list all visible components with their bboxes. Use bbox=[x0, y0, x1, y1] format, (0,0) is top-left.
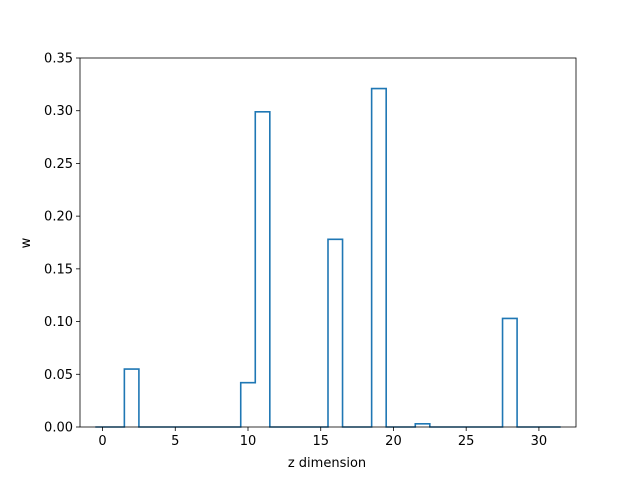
y-tick-label: 0.05 bbox=[44, 368, 73, 383]
y-tick-label: 0.15 bbox=[44, 262, 73, 277]
y-tick-label: 0.00 bbox=[44, 421, 73, 436]
y-tick-label: 0.30 bbox=[44, 104, 73, 119]
y-tick-label: 0.35 bbox=[44, 52, 73, 67]
x-tick-label: 20 bbox=[385, 434, 402, 449]
y-axis-ticks: 0.00 0.05 0.10 0.15 0.20 0.25 0.30 0.35 bbox=[44, 52, 80, 436]
y-tick-label: 0.10 bbox=[44, 315, 73, 330]
x-tick-label: 25 bbox=[458, 434, 475, 449]
x-axis-ticks: 0 5 10 15 20 25 30 bbox=[98, 427, 547, 449]
x-tick-label: 0 bbox=[98, 434, 106, 449]
x-tick-label: 15 bbox=[312, 434, 329, 449]
x-tick-label: 5 bbox=[171, 434, 179, 449]
x-tick-label: 30 bbox=[531, 434, 548, 449]
axes-frame bbox=[79, 57, 577, 428]
x-axis-label: z dimension bbox=[288, 456, 366, 471]
x-tick-label: 10 bbox=[240, 434, 257, 449]
y-tick-label: 0.20 bbox=[44, 210, 73, 225]
y-tick-label: 0.25 bbox=[44, 157, 73, 172]
y-axis-label: w bbox=[19, 237, 34, 248]
